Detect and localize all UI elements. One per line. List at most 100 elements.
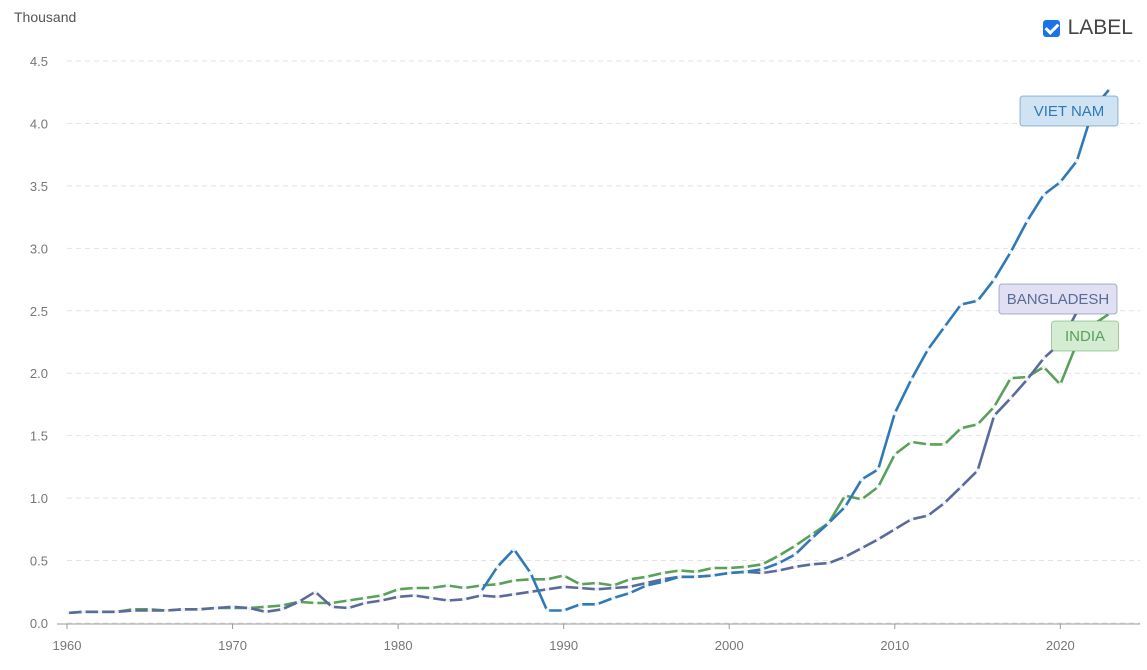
series-point <box>412 593 417 598</box>
series-point <box>362 600 368 606</box>
series-point <box>975 298 980 303</box>
y-tick-label: 1.0 <box>30 491 48 506</box>
series-point <box>296 599 301 604</box>
series-point <box>710 565 715 571</box>
series-line-bangladesh <box>66 283 1112 615</box>
series-tag-label: BANGLADESH <box>1007 291 1110 308</box>
series-point <box>445 583 450 588</box>
series-point <box>892 452 897 457</box>
series-point <box>313 600 318 606</box>
series-point <box>611 585 616 591</box>
series-point <box>660 570 666 576</box>
series-point <box>876 467 881 472</box>
series-point <box>727 570 732 576</box>
series-point <box>809 562 815 567</box>
x-tick-label: 2020 <box>1046 638 1075 653</box>
series-point <box>942 500 947 506</box>
y-tick-label: 0.5 <box>30 554 48 569</box>
y-tick-label: 0.0 <box>30 616 48 631</box>
series-point <box>478 583 484 588</box>
series-point <box>710 573 715 578</box>
series-point <box>975 468 980 473</box>
series-point <box>809 535 815 541</box>
x-tick-label: 1960 <box>53 638 82 653</box>
series-point <box>743 564 748 569</box>
series-point <box>876 484 881 490</box>
series-point <box>313 589 318 594</box>
series-point <box>776 560 782 566</box>
series-point <box>429 585 434 591</box>
series-point <box>1058 382 1063 387</box>
series-point <box>892 410 897 416</box>
series-point <box>329 604 335 609</box>
series-point <box>925 347 931 352</box>
series-point <box>793 552 798 557</box>
series-point <box>495 564 500 569</box>
series-point <box>1008 396 1013 401</box>
x-tick-label: 2000 <box>715 638 744 653</box>
series-point <box>1041 356 1046 361</box>
y-tick-label: 4.0 <box>30 116 48 131</box>
series-point <box>909 439 914 445</box>
series-point <box>660 579 666 584</box>
series-point <box>627 590 633 596</box>
series-point <box>246 605 252 611</box>
series-point <box>842 554 848 560</box>
series-point <box>346 605 351 611</box>
series-point <box>462 597 467 602</box>
series-point <box>594 580 599 586</box>
series-point <box>842 504 848 510</box>
series-point <box>693 569 699 574</box>
y-tick-label: 2.5 <box>30 304 48 319</box>
series-tag-label: INDIA <box>1065 328 1105 345</box>
series-point <box>760 562 765 567</box>
series-point <box>114 609 119 614</box>
series-point <box>561 608 566 613</box>
series-point <box>478 593 484 598</box>
series-point <box>1008 249 1013 255</box>
series-point <box>892 527 897 532</box>
series-point <box>942 442 947 447</box>
series-point <box>594 602 599 607</box>
series-tag-box <box>1019 95 1119 127</box>
series-point <box>1058 179 1063 185</box>
series-point <box>578 582 583 587</box>
series-point <box>842 493 848 498</box>
series-point <box>379 598 384 603</box>
series-point <box>925 513 931 518</box>
series-point <box>760 570 765 576</box>
y-tick-label: 2.0 <box>30 366 48 381</box>
series-point <box>991 413 997 418</box>
series-point <box>445 598 450 603</box>
series-point <box>511 578 517 583</box>
series-line-viet-nam <box>479 87 1112 612</box>
series-point <box>97 609 103 614</box>
series-point <box>495 582 500 587</box>
y-tick-label: 3.0 <box>30 241 48 256</box>
y-tick-label: 4.5 <box>30 54 48 69</box>
series-point <box>213 605 219 611</box>
series-point <box>743 569 748 574</box>
series-point <box>578 585 583 591</box>
series-point <box>1025 218 1030 224</box>
series-tag-box <box>998 283 1118 315</box>
series-point <box>263 609 268 614</box>
y-tick-label: 3.5 <box>30 179 48 194</box>
series-point <box>975 422 980 427</box>
series-line-india <box>66 312 1111 615</box>
series-point <box>991 404 997 410</box>
series-point <box>776 568 782 573</box>
series-point <box>362 595 368 601</box>
series-point <box>280 603 285 608</box>
series-point <box>760 567 765 572</box>
x-tick-label: 1990 <box>549 638 578 653</box>
label-toggle[interactable]: LABEL <box>1042 16 1133 40</box>
y-tick-label: 1.5 <box>30 429 48 444</box>
series-point <box>859 477 864 482</box>
label-checkbox[interactable] <box>1042 19 1060 37</box>
series-point <box>793 564 798 569</box>
series-point <box>180 607 186 612</box>
series-point <box>909 517 914 522</box>
x-tick-label: 1980 <box>384 638 413 653</box>
series-point <box>644 583 649 588</box>
